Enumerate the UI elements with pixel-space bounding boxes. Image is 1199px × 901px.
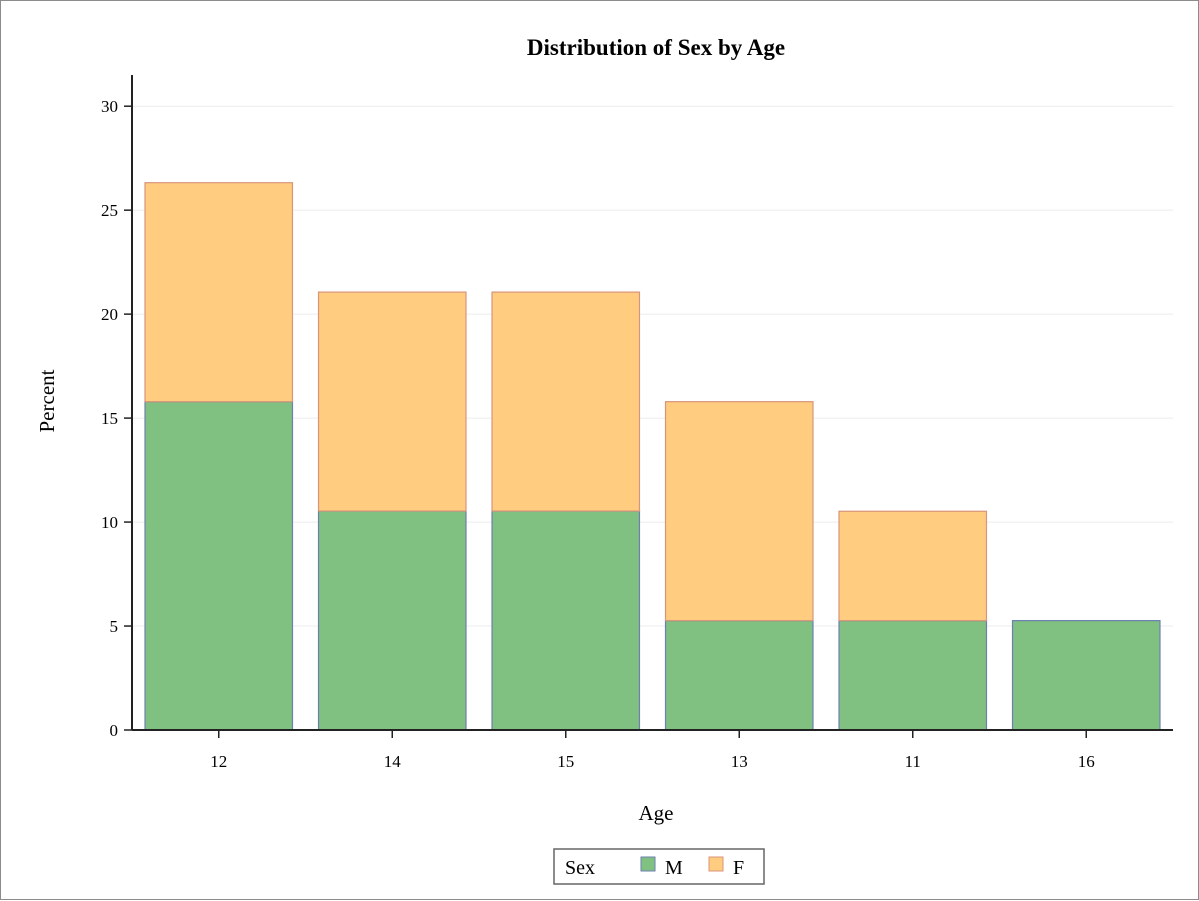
bar-m-16	[1011, 620, 1161, 731]
x-axis-label: Age	[639, 801, 674, 825]
x-tick-label: 11	[905, 752, 921, 771]
legend-swatch-m	[640, 856, 656, 872]
y-ticks: 0 5 10 15 20 25 30	[101, 97, 132, 740]
bar-f-11	[838, 510, 988, 622]
bar-f-15	[491, 291, 641, 512]
bar-f-14	[317, 291, 467, 512]
y-axis-label: Percent	[35, 369, 59, 432]
x-tick-label: 14	[384, 752, 402, 771]
bar-f-12	[144, 182, 294, 403]
bar-m-13	[664, 620, 814, 731]
bar-m-15	[491, 510, 641, 731]
y-tick-label: 0	[110, 721, 119, 740]
x-tick-label: 16	[1078, 752, 1095, 771]
y-tick-label: 25	[101, 201, 118, 220]
axes	[131, 75, 1173, 731]
bar-m-14	[317, 510, 467, 731]
legend-label-f: F	[733, 857, 744, 879]
x-tick-label: 15	[557, 752, 574, 771]
y-tick-label: 30	[101, 97, 118, 116]
y-tick-label: 20	[101, 305, 118, 324]
y-tick-label: 5	[110, 617, 119, 636]
bar-m-11	[838, 620, 988, 731]
legend-label-m: M	[665, 857, 683, 879]
y-tick-label: 15	[101, 409, 118, 428]
x-ticks: 12 14 15 13 11 16	[210, 730, 1095, 771]
legend-box	[553, 848, 765, 885]
chart-title: Distribution of Sex by Age	[527, 35, 785, 60]
grid-lines	[132, 105, 1173, 627]
bars	[144, 182, 1161, 731]
x-tick-label: 12	[210, 752, 227, 771]
y-tick-label: 10	[101, 513, 118, 532]
bar-f-13	[664, 401, 814, 622]
legend-swatch-f	[708, 856, 724, 872]
legend: Sex M F	[553, 848, 765, 885]
bar-m-12	[144, 401, 294, 731]
x-tick-label: 13	[731, 752, 748, 771]
legend-title: Sex	[565, 857, 595, 879]
